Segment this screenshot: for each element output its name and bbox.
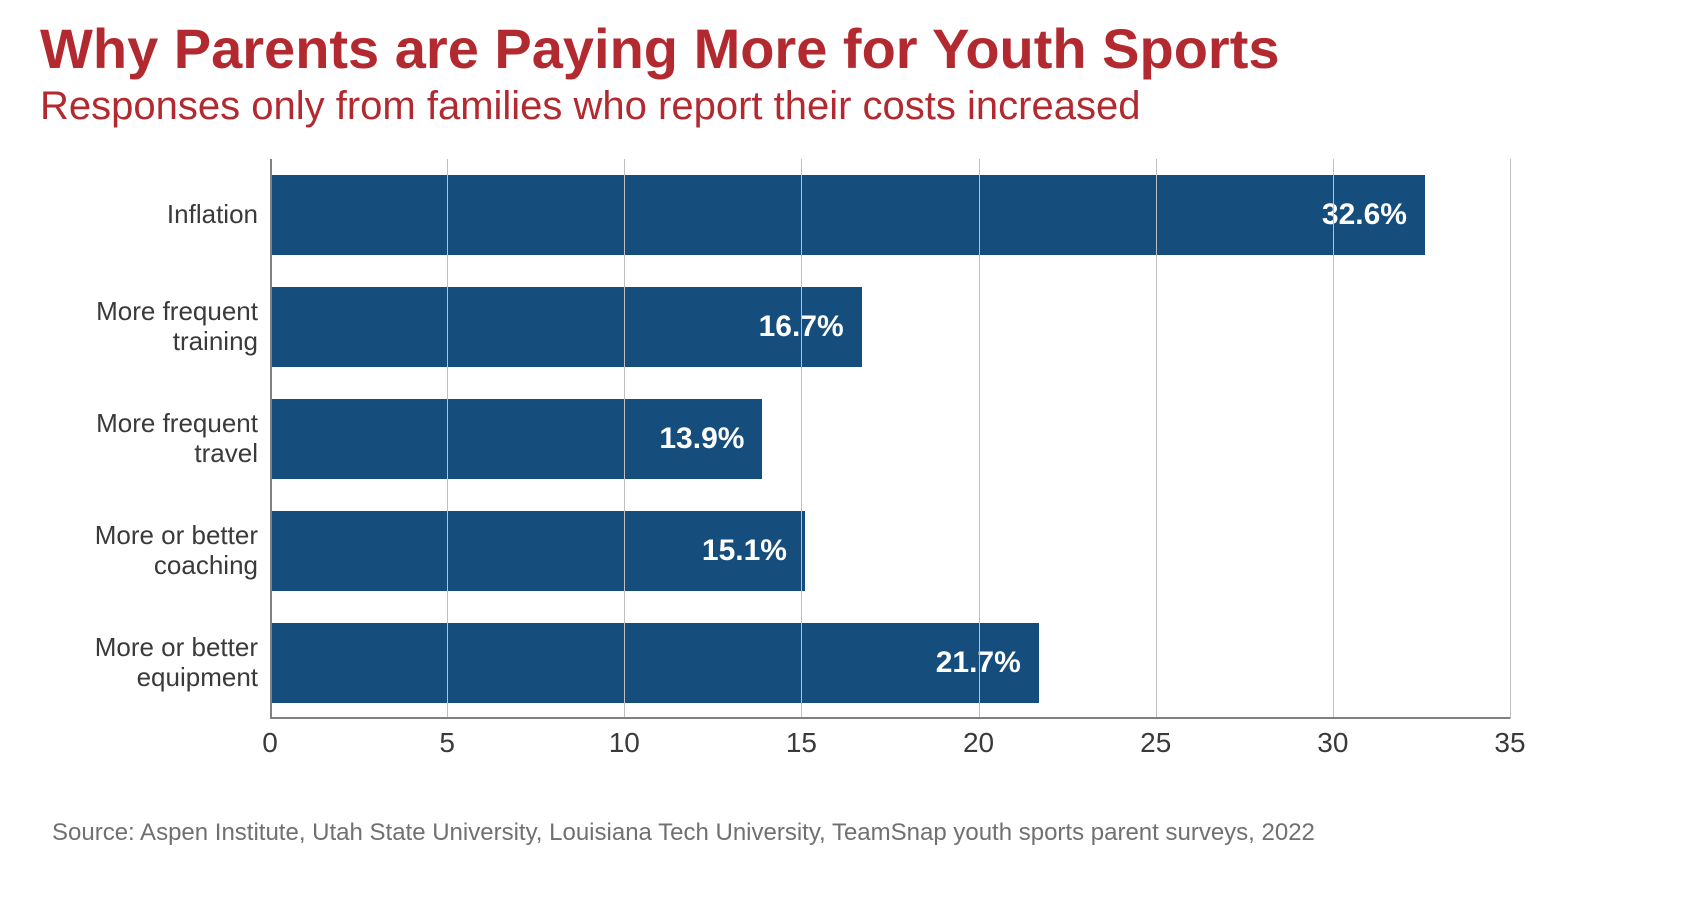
bar-value-label: 15.1%	[702, 534, 787, 568]
y-axis-labels: Inflation More frequenttraining More frequ…	[60, 159, 270, 719]
chart-title: Why Parents are Paying More for Youth Sp…	[40, 20, 1665, 79]
x-axis-tick-label: 0	[262, 727, 278, 759]
grid-line	[1156, 159, 1157, 719]
y-axis-label: Inflation	[60, 175, 258, 255]
chart-container: Why Parents are Paying More for Youth Sp…	[0, 0, 1705, 867]
y-axis-label: More or betterequipment	[60, 623, 258, 703]
grid-line	[801, 159, 802, 719]
bar-row: 32.6%	[270, 175, 1510, 255]
bar: 15.1%	[270, 511, 805, 591]
grid-line	[270, 159, 272, 719]
x-axis-tick-label: 30	[1317, 727, 1348, 759]
grid-line	[447, 159, 448, 719]
chart-body: Inflation More frequenttraining More frequ…	[60, 159, 1665, 719]
bar-row: 13.9%	[270, 399, 1510, 479]
bar-value-label: 32.6%	[1322, 198, 1407, 232]
grid-line	[1510, 159, 1511, 719]
x-axis: 05101520253035	[270, 719, 1510, 759]
x-axis-tick-label: 35	[1494, 727, 1525, 759]
x-axis-tick-label: 20	[963, 727, 994, 759]
grid-line	[624, 159, 625, 719]
plot-area: 32.6% 16.7% 13.9% 15.1% 21.7%	[270, 159, 1510, 719]
source-citation: Source: Aspen Institute, Utah State Univ…	[52, 819, 1665, 847]
x-axis-tick-label: 15	[786, 727, 817, 759]
bar: 21.7%	[270, 623, 1039, 703]
bar: 16.7%	[270, 287, 862, 367]
x-axis-tick-label: 25	[1140, 727, 1171, 759]
chart-subtitle: Responses only from families who report …	[40, 83, 1665, 129]
x-axis-tick-label: 10	[609, 727, 640, 759]
y-axis-label: More frequenttraining	[60, 287, 258, 367]
bar-value-label: 13.9%	[659, 422, 744, 456]
grid-line	[979, 159, 980, 719]
bars-layer: 32.6% 16.7% 13.9% 15.1% 21.7%	[270, 159, 1510, 719]
y-axis-label: More frequenttravel	[60, 399, 258, 479]
bar: 32.6%	[270, 175, 1425, 255]
grid-line	[1333, 159, 1334, 719]
bar-row: 16.7%	[270, 287, 1510, 367]
y-axis-label: More or bettercoaching	[60, 511, 258, 591]
bar-row: 21.7%	[270, 623, 1510, 703]
bar: 13.9%	[270, 399, 762, 479]
bar-row: 15.1%	[270, 511, 1510, 591]
x-axis-tick-label: 5	[439, 727, 455, 759]
